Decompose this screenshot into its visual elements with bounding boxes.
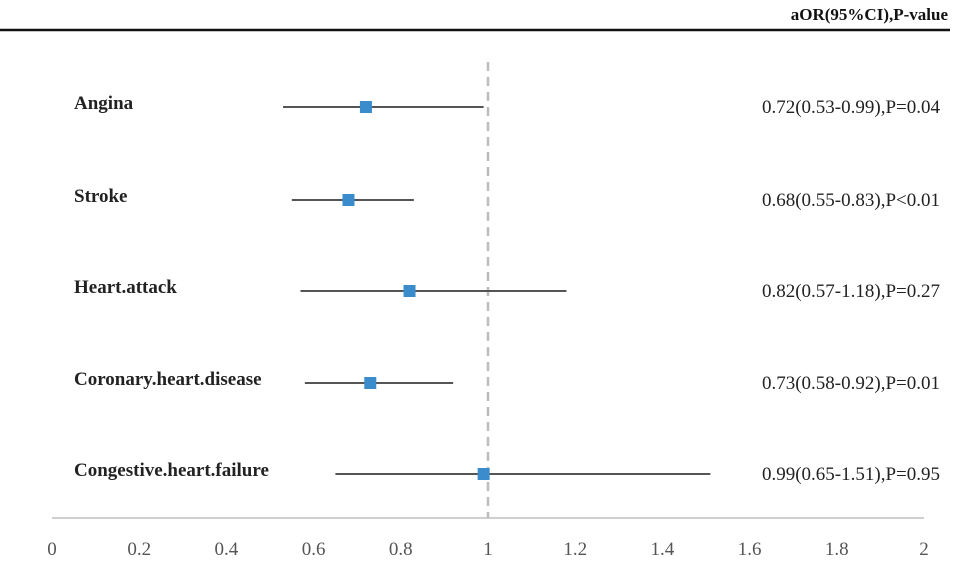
point-estimate-marker: [403, 285, 416, 297]
x-tick-label: 1.6: [738, 539, 762, 560]
point-estimate-marker: [364, 377, 377, 389]
row-label: Angina: [74, 93, 134, 114]
x-tick-label: 0.6: [302, 539, 326, 560]
row-label: Stroke: [74, 186, 127, 207]
x-tick-label: 1: [483, 539, 493, 560]
row-label: Coronary.heart.disease: [74, 369, 262, 390]
row-result: 0.99(0.65-1.51),P=0.95: [762, 464, 940, 485]
row-result: 0.73(0.58-0.92),P=0.01: [762, 373, 940, 394]
point-estimate-marker: [342, 194, 355, 206]
row-result: 0.68(0.55-0.83),P<0.01: [762, 190, 940, 211]
row-result: 0.72(0.53-0.99),P=0.04: [762, 97, 941, 118]
x-tick-label: 1.2: [563, 539, 587, 560]
x-tick-label: 0: [47, 539, 57, 560]
point-estimate-marker: [477, 468, 490, 480]
row-result: 0.82(0.57-1.18),P=0.27: [762, 281, 940, 302]
x-tick-label: 0.2: [127, 539, 151, 560]
x-tick-label: 0.4: [215, 539, 239, 560]
x-tick-label: 0.8: [389, 539, 413, 560]
point-estimate-marker: [359, 101, 372, 113]
x-tick-label: 2: [919, 539, 929, 560]
x-tick-label: 1.4: [651, 539, 675, 560]
row-label: Heart.attack: [74, 277, 177, 298]
row-label: Congestive.heart.failure: [74, 460, 269, 481]
results-header: aOR(95%CI),P-value: [791, 5, 949, 24]
plot-area: 0 0.2 0.4 0.6 0.8 1 1.2 1.4 1.6 1.8 2 Angina 0.72(0.…: [47, 62, 940, 560]
x-tick-label: 1.8: [825, 539, 849, 560]
